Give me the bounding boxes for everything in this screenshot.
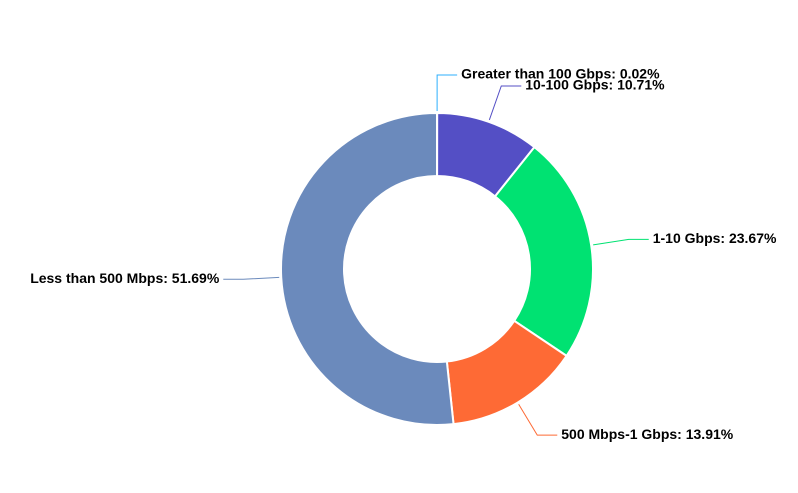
slice <box>494 146 594 357</box>
data-label: Less than 500 Mbps: 51.69% <box>30 270 220 286</box>
connector <box>223 276 280 280</box>
data-label: 1-10 Gbps: 23.67% <box>653 230 777 246</box>
slice <box>280 112 455 426</box>
connector <box>593 238 649 246</box>
data-label: 10-100 Gbps: 10.71% <box>525 77 665 93</box>
connector <box>488 85 522 121</box>
data-label: 500 Mbps-1 Gbps: 13.91% <box>561 426 734 442</box>
data-label: Greater than 100 Gbps: 0.02% <box>461 66 660 82</box>
connector <box>436 74 458 112</box>
connector <box>518 404 558 436</box>
